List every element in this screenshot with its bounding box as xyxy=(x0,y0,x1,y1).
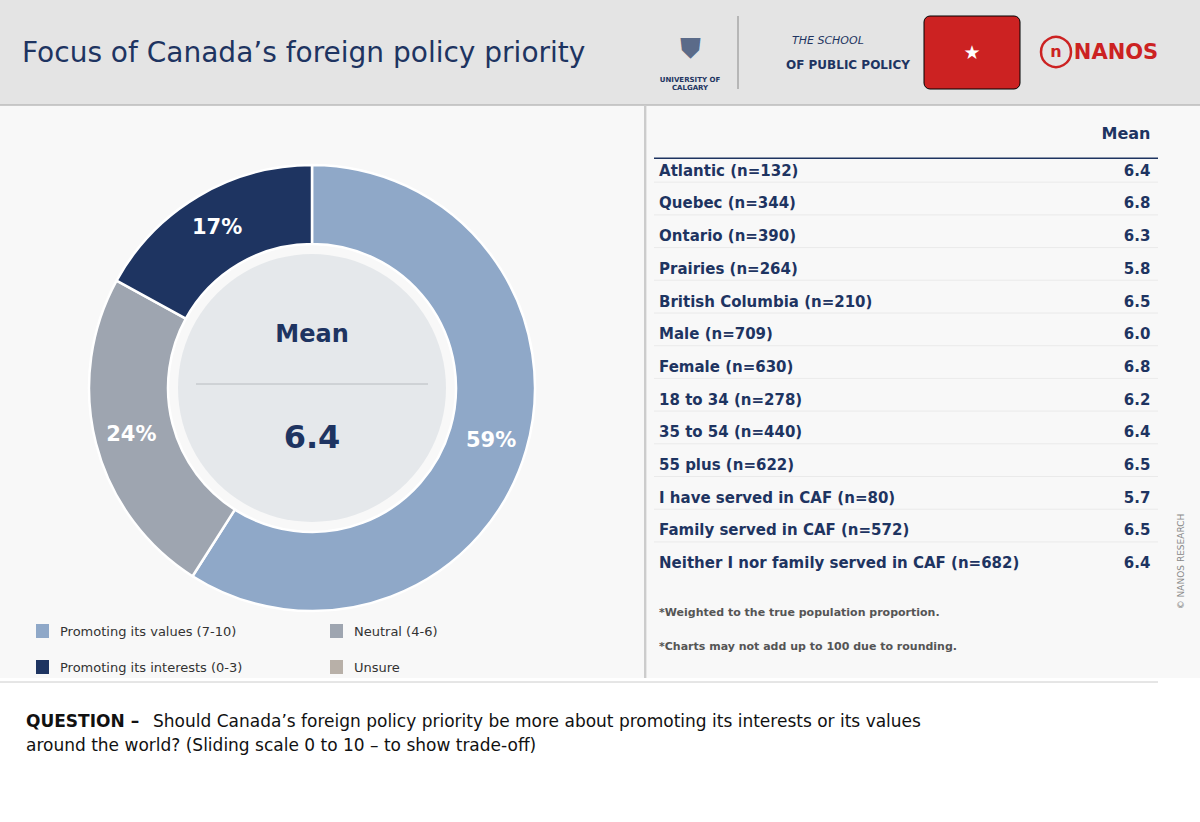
svg-text:© NANOS RESEARCH: © NANOS RESEARCH xyxy=(1176,514,1186,610)
svg-text:6.5: 6.5 xyxy=(1124,293,1151,311)
svg-text:6.3: 6.3 xyxy=(1124,227,1151,245)
svg-text:Male (n=709): Male (n=709) xyxy=(659,325,773,343)
svg-text:6.8: 6.8 xyxy=(1124,358,1151,376)
svg-text:Should Canada’s foreign policy: Should Canada’s foreign policy priority … xyxy=(148,711,927,731)
svg-text:Unsure: Unsure xyxy=(354,660,400,675)
svg-text:Promoting its interests (0-3): Promoting its interests (0-3) xyxy=(60,660,242,675)
svg-text:CALGARY: CALGARY xyxy=(672,84,709,92)
svg-text:⛊: ⛊ xyxy=(680,32,701,65)
svg-text:6.4: 6.4 xyxy=(1124,162,1151,180)
svg-text:Atlantic (n=132): Atlantic (n=132) xyxy=(659,162,798,180)
svg-text:6.4: 6.4 xyxy=(1124,423,1151,441)
svg-text:Promoting its values (7-10): Promoting its values (7-10) xyxy=(60,624,236,639)
svg-text:Prairies (n=264): Prairies (n=264) xyxy=(659,260,798,278)
svg-text:6.5: 6.5 xyxy=(1124,521,1151,539)
svg-text:5.8: 5.8 xyxy=(1124,260,1151,278)
svg-text:Female (n=630): Female (n=630) xyxy=(659,358,793,376)
svg-text:24%: 24% xyxy=(106,422,156,446)
svg-text:Mean: Mean xyxy=(1101,124,1150,143)
svg-text:OF PUBLIC POLICY: OF PUBLIC POLICY xyxy=(786,58,910,72)
svg-text:6.4: 6.4 xyxy=(1124,554,1151,572)
svg-text:Focus of Canada’s foreign poli: Focus of Canada’s foreign policy priorit… xyxy=(22,36,585,69)
svg-text:British Columbia (n=210): British Columbia (n=210) xyxy=(659,293,872,311)
svg-text:★: ★ xyxy=(963,41,980,63)
svg-text:18 to 34 (n=278): 18 to 34 (n=278) xyxy=(659,391,802,409)
svg-text:QUESTION –: QUESTION – xyxy=(26,711,139,731)
svg-text:*Weighted to the true populati: *Weighted to the true population proport… xyxy=(659,606,940,619)
svg-text:NANOS: NANOS xyxy=(1074,40,1158,64)
svg-text:Family served in CAF (n=572): Family served in CAF (n=572) xyxy=(659,521,909,539)
svg-text:Ontario (n=390): Ontario (n=390) xyxy=(659,227,796,245)
svg-text:THE SCHOOL: THE SCHOOL xyxy=(792,34,864,47)
svg-text:I have served in CAF (n=80): I have served in CAF (n=80) xyxy=(659,489,895,507)
svg-text:Neutral (4-6): Neutral (4-6) xyxy=(354,624,438,639)
svg-text:Mean: Mean xyxy=(275,320,348,348)
svg-text:55 plus (n=622): 55 plus (n=622) xyxy=(659,456,794,474)
svg-text:6.2: 6.2 xyxy=(1124,391,1151,409)
svg-text:n: n xyxy=(1050,42,1061,61)
svg-text:5.7: 5.7 xyxy=(1124,489,1151,507)
svg-text:6.0: 6.0 xyxy=(1124,325,1151,343)
svg-text:*Charts may not add up to 100: *Charts may not add up to 100 due to rou… xyxy=(659,640,957,653)
svg-text:6.4: 6.4 xyxy=(284,418,341,456)
svg-text:6.5: 6.5 xyxy=(1124,456,1151,474)
svg-text:17%: 17% xyxy=(192,215,242,239)
svg-text:UNIVERSITY OF: UNIVERSITY OF xyxy=(660,76,721,84)
svg-text:35 to 54 (n=440): 35 to 54 (n=440) xyxy=(659,423,802,441)
svg-text:59%: 59% xyxy=(466,428,516,452)
svg-text:Neither I nor family served in: Neither I nor family served in CAF (n=68… xyxy=(659,554,1019,572)
svg-text:around the world? (Sliding sca: around the world? (Sliding scale 0 to 10… xyxy=(26,735,536,755)
svg-text:6.8: 6.8 xyxy=(1124,194,1151,212)
svg-text:Quebec (n=344): Quebec (n=344) xyxy=(659,194,796,212)
